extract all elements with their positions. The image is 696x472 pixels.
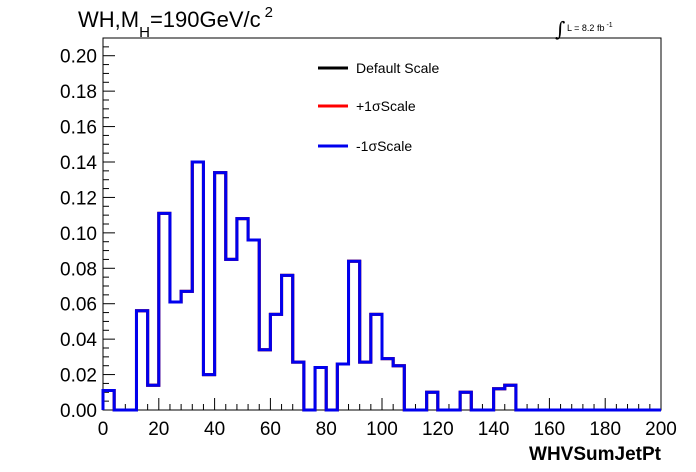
series-line-1 [101, 160, 661, 412]
legend-label: -1σScale [356, 138, 412, 154]
y-tick-label: 0.10 [60, 224, 97, 245]
x-tick-label: 100 [366, 419, 398, 440]
x-tick-label: 180 [589, 419, 621, 440]
y-tick-label: 0.06 [60, 295, 97, 316]
series-group [101, 160, 661, 412]
y-axis: 0.00 0.02 0.04 0.06 0.08 0.10 0.12 0.14 0.16 0.18… [60, 46, 115, 422]
y-tick-label: 0.20 [60, 47, 97, 68]
chart-title: WH,MH=190GeV/c 2 [78, 4, 273, 41]
y-tick-label: 0.18 [60, 82, 97, 103]
integral-sign-icon: ∫ [555, 17, 565, 41]
title-prefix: WH,M [78, 7, 139, 32]
series-line-2 [101, 160, 661, 412]
x-axis: 0 20 40 60 80 100 120 140 160 180 200 [98, 398, 677, 440]
y-tick-label: 0.12 [60, 188, 97, 209]
title-subscript: H [139, 24, 150, 41]
x-axis-title: WHVSumJetPt [529, 444, 662, 465]
legend-label: +1σScale [356, 98, 416, 114]
luminosity-superscript: -1 [606, 22, 612, 29]
y-tick-label: 0.16 [60, 118, 97, 139]
x-tick-label: 80 [316, 419, 337, 440]
series-line-0 [101, 160, 661, 412]
y-tick-label: 0.02 [60, 366, 97, 387]
y-tick-label: 0.04 [60, 330, 97, 351]
x-tick-label: 60 [260, 419, 281, 440]
luminosity-value: L = 8.2 fb [567, 23, 604, 33]
title-superscript: 2 [265, 4, 273, 21]
title-value: =190GeV/c [150, 7, 261, 32]
y-tick-label: 0.00 [60, 401, 97, 422]
x-tick-label: 20 [148, 419, 169, 440]
x-tick-label: 200 [645, 419, 677, 440]
x-tick-label: 160 [534, 419, 566, 440]
y-tick-label: 0.14 [60, 153, 97, 174]
x-tick-label: 120 [422, 419, 454, 440]
legend-label: Default Scale [356, 60, 439, 76]
legend: Default Scale +1σScale -1σScale [318, 60, 439, 154]
luminosity-text: L = 8.2 fb -1 [567, 22, 613, 33]
y-tick-label: 0.08 [60, 259, 97, 280]
x-tick-label: 0 [98, 419, 109, 440]
x-tick-label: 40 [204, 419, 225, 440]
luminosity-label: ∫ L = 8.2 fb -1 [555, 17, 613, 41]
x-tick-label: 140 [478, 419, 510, 440]
